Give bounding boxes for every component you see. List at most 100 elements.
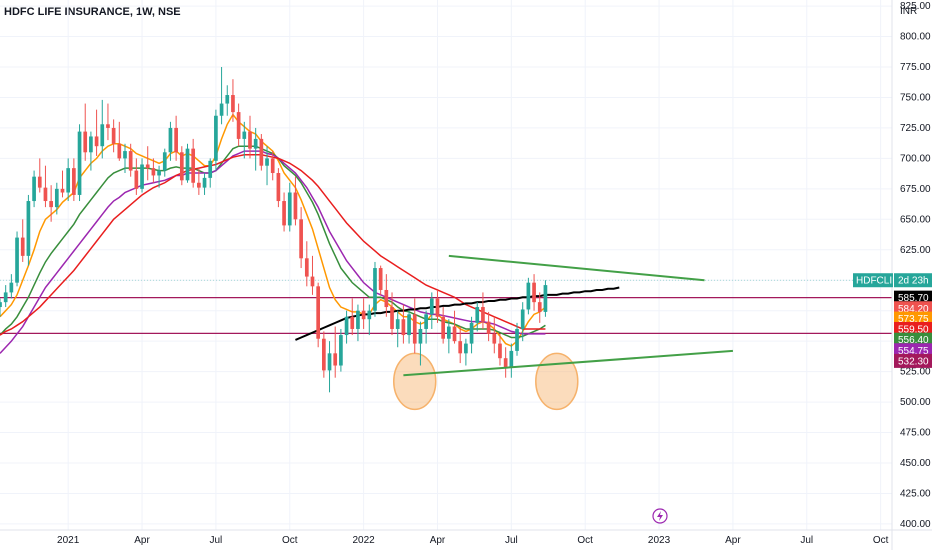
lightning-icon[interactable]	[652, 508, 668, 524]
price-tag-label: 554.75	[898, 346, 929, 357]
candle-body	[248, 131, 252, 149]
candle-body	[458, 341, 463, 354]
candle-body	[378, 268, 383, 290]
y-tick-label: 675.00	[900, 184, 931, 195]
x-tick-label: 2023	[648, 535, 671, 546]
candle-body	[475, 307, 480, 323]
candle-body	[26, 201, 31, 256]
candle-body	[259, 138, 264, 166]
candle-body	[401, 319, 406, 336]
y-tick-label: 625.00	[900, 245, 931, 256]
candle-body	[231, 95, 235, 113]
candle-body	[498, 343, 502, 359]
grid	[0, 0, 892, 530]
candle-body	[242, 131, 247, 139]
candle-body	[191, 148, 196, 183]
sma-200-line	[295, 286, 620, 341]
candle-body	[225, 95, 230, 104]
candle-body	[106, 124, 110, 128]
price-tag-label: 559.50	[898, 324, 929, 335]
candle-body	[0, 302, 2, 308]
candle-body	[373, 268, 377, 311]
x-tick-label: Jul	[800, 535, 813, 546]
candle-body	[424, 314, 428, 329]
candle-body	[282, 201, 286, 226]
candle-body	[157, 170, 161, 176]
candle-body	[293, 192, 298, 220]
price-tag-label: 573.75	[898, 314, 929, 325]
candle-body	[356, 310, 360, 329]
candle-body	[140, 164, 144, 189]
y-tick-label: 400.00	[900, 519, 931, 530]
candle-body	[310, 276, 315, 287]
candle-body	[526, 282, 531, 310]
candle-body	[543, 285, 548, 312]
highlight-ellipse	[535, 352, 579, 411]
candle-body	[111, 127, 116, 144]
symbol-tag	[853, 273, 893, 288]
candle-body	[49, 201, 53, 208]
trendline	[448, 254, 705, 282]
candle-body	[94, 136, 99, 147]
ema-line	[0, 150, 546, 354]
candle-body	[89, 136, 93, 153]
x-tick-label: Apr	[430, 535, 446, 546]
x-tick-label: Oct	[873, 535, 889, 546]
horizontal-levels	[0, 279, 892, 335]
candle-body	[509, 350, 514, 368]
candle-body	[66, 168, 71, 193]
x-tick-label: Apr	[725, 535, 741, 546]
candle-body	[412, 314, 417, 344]
y-tick-label: 800.00	[900, 32, 931, 43]
candle-body	[390, 307, 394, 329]
candle-body	[322, 338, 326, 371]
price-tag-label: 532.30	[898, 356, 929, 367]
candles	[0, 67, 548, 393]
candle-body	[117, 143, 122, 159]
price-tag	[894, 353, 932, 368]
candle-body	[333, 353, 338, 366]
candle-body	[72, 168, 76, 195]
candle-body	[327, 353, 332, 371]
price-tag	[894, 290, 932, 305]
candle-body	[367, 310, 372, 320]
candle-body	[3, 292, 8, 303]
candle-body	[486, 321, 491, 334]
ema-line	[0, 113, 546, 347]
time-axis[interactable]: 2021 Apr Jul Oct 2022 Apr Jul Oct 2023 Apr Jul Oct	[0, 529, 932, 546]
candle-body	[43, 187, 48, 202]
y-tick-label: 425.00	[900, 488, 931, 499]
candle-body	[446, 326, 451, 339]
candle-body	[60, 188, 65, 193]
candle-body	[270, 158, 275, 174]
candle-body	[452, 326, 457, 342]
candle-body	[407, 314, 411, 336]
candle-body	[37, 176, 42, 188]
ema-line	[0, 153, 546, 336]
candle-body	[464, 343, 468, 354]
y-tick-label: 500.00	[900, 397, 931, 408]
x-tick-label: Jul	[505, 535, 518, 546]
candle-body	[492, 333, 497, 344]
candle-body	[174, 127, 178, 153]
trendline	[403, 349, 733, 377]
price-tag	[894, 343, 932, 358]
candle-body	[276, 173, 281, 202]
candle-body	[32, 176, 36, 202]
currency-label: INR	[900, 6, 917, 17]
x-tick-label: Oct	[282, 535, 298, 546]
y-tick-label: 525.00	[900, 367, 931, 378]
candle-body	[304, 258, 309, 277]
candle-body	[339, 335, 343, 366]
symbol-tag-label: HDFCLIFE	[856, 276, 905, 287]
highlight-ellipse	[393, 352, 437, 411]
x-tick-label: Apr	[134, 535, 150, 546]
candle-body	[316, 286, 321, 339]
candle-body	[515, 328, 519, 351]
candle-body	[179, 152, 184, 181]
price-tag-label: 556.40	[898, 335, 929, 346]
candle-body	[219, 103, 224, 116]
candle-body	[435, 298, 440, 317]
